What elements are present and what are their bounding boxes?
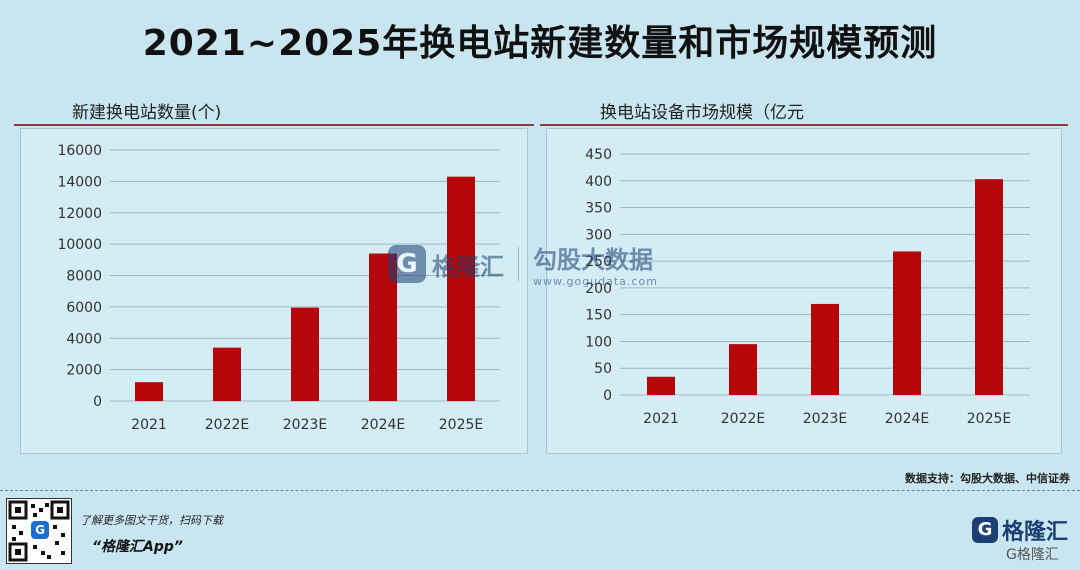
- watermark: G 格隆汇 勾股大数据 www.gogudata.com: [388, 240, 658, 288]
- footer-separator: [0, 490, 1080, 491]
- watermark-site-name: 勾股大数据: [533, 246, 653, 274]
- bar-2021: [135, 382, 163, 401]
- y-tick-label: 8000: [66, 269, 102, 285]
- y-tick-label: 12000: [57, 206, 102, 222]
- watermark-separator: [518, 247, 519, 281]
- panel-divider: [14, 124, 534, 126]
- bar-2022E: [213, 347, 241, 401]
- x-tick-label: 2023E: [803, 411, 847, 427]
- watermark-site-url: www.gogudata.com: [533, 275, 658, 288]
- y-tick-label: 400: [585, 174, 612, 190]
- brand-logo-icon: G: [972, 517, 998, 543]
- y-tick-label: 0: [603, 388, 612, 404]
- y-tick-label: 6000: [66, 300, 102, 316]
- brand-tagline: G格隆汇: [1006, 547, 1059, 563]
- y-tick-label: 250: [585, 254, 612, 270]
- chart-panel-market-size: 换电站设备市场规模（亿元 0 50 100 150 200 250 300 350 400 450…: [540, 88, 1068, 460]
- page-title: 2021~2025年换电站新建数量和市场规模预测: [142, 23, 938, 64]
- y-tick-label: 10000: [57, 237, 102, 253]
- brand-mark: G 格隆汇: [972, 514, 1068, 546]
- promo-text: 了解更多图文干货，扫码下载: [80, 514, 223, 527]
- y-tick-label: 50: [594, 361, 612, 377]
- qr-code-icon[interactable]: G: [6, 498, 72, 564]
- x-tick-label: 2025E: [439, 417, 483, 433]
- y-tick-label: 4000: [66, 331, 102, 347]
- qr-logo-icon: G: [31, 521, 49, 539]
- bar-2025E: [975, 179, 1003, 395]
- chart-panel-station-count: 新建换电站数量(个) 0 2000 4000 6000 8000 10000 12000 14…: [14, 88, 534, 460]
- panel-divider: [540, 124, 1068, 126]
- app-name: “格隆汇App”: [92, 539, 183, 555]
- bar-2025E: [447, 176, 475, 401]
- x-tick-label: 2023E: [283, 417, 327, 433]
- y-tick-label: 300: [585, 227, 612, 243]
- plot-frame: [20, 128, 528, 454]
- y-tick-label: 16000: [57, 143, 102, 159]
- watermark-logo-icon: G: [388, 245, 426, 283]
- y-tick-label: 150: [585, 308, 612, 324]
- brand-name: 格隆汇: [1002, 520, 1069, 545]
- bar-2022E: [729, 344, 757, 395]
- x-tick-label: 2024E: [361, 417, 405, 433]
- x-tick-label: 2022E: [205, 417, 249, 433]
- y-tick-label: 14000: [57, 174, 102, 190]
- bar-2021: [647, 376, 675, 395]
- x-tick-label: 2024E: [885, 411, 929, 427]
- chart-title-market-size: 换电站设备市场规模（亿元: [600, 103, 804, 123]
- x-tick-label: 2021: [643, 411, 679, 427]
- bar-2024E: [893, 251, 921, 395]
- watermark-site: 勾股大数据 www.gogudata.com: [533, 240, 658, 288]
- x-tick-label: 2025E: [967, 411, 1011, 427]
- y-tick-label: 0: [93, 394, 102, 410]
- bar-2023E: [291, 307, 319, 401]
- y-tick-label: 2000: [66, 363, 102, 379]
- bar-2023E: [811, 303, 839, 395]
- watermark-brand: 格隆汇: [432, 252, 504, 281]
- y-tick-label: 350: [585, 201, 612, 217]
- y-tick-label: 450: [585, 147, 612, 163]
- qr-pattern: [8, 500, 70, 562]
- y-tick-label: 200: [585, 281, 612, 297]
- chart-title-station-count: 新建换电站数量(个): [72, 103, 222, 123]
- y-tick-label: 100: [585, 334, 612, 350]
- x-tick-label: 2021: [131, 417, 167, 433]
- bar-chart-market-size: 0 50 100 150 200 250 300 350 400 450 2021 2022E 2023…: [585, 147, 1030, 427]
- x-tick-label: 2022E: [721, 411, 765, 427]
- data-source: 数据支持：勾股大数据、中信证券: [905, 472, 1070, 485]
- bar-chart-station-count: 0 2000 4000 6000 8000 10000 12000 14000 16000 202…: [57, 143, 500, 433]
